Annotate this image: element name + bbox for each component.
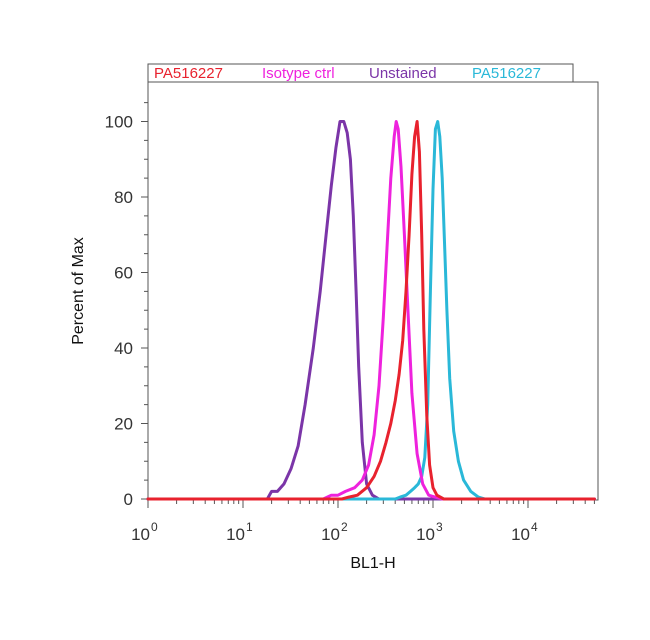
- legend-entry-isotype-ctrl: Isotype ctrl: [262, 65, 335, 82]
- legend-box: [147, 63, 574, 83]
- series-line-2: [146, 120, 596, 501]
- series-line-1: [146, 120, 596, 501]
- x-tick-label: 10: [226, 525, 245, 544]
- x-tick-base: 10: [511, 525, 530, 544]
- x-tick-exponent: 1: [246, 520, 253, 534]
- x-axis-title: BL1-H: [350, 555, 395, 572]
- x-tick-base: 10: [131, 525, 150, 544]
- series-line-3: [146, 120, 596, 501]
- x-tick-label: 10: [511, 525, 530, 544]
- legend-entry-unstained: Unstained: [369, 65, 437, 82]
- series-layer: [146, 120, 596, 501]
- y-tick-label: 60: [114, 264, 133, 283]
- y-tick-label: 100: [105, 113, 133, 132]
- y-tick-label: 80: [114, 188, 133, 207]
- x-tick-label: 10: [321, 525, 340, 544]
- x-tick-base: 10: [321, 525, 340, 544]
- y-axis-title: Percent of Max: [70, 237, 87, 345]
- legend-entry-pa516227-red: PA516227: [154, 65, 223, 82]
- x-tick-base: 10: [226, 525, 245, 544]
- x-tick-label: 10: [131, 525, 150, 544]
- x-tick-exponent: 2: [341, 520, 348, 534]
- x-tick-exponent: 4: [531, 520, 538, 534]
- y-tick-label: 0: [124, 490, 133, 509]
- y-tick-label: 20: [114, 415, 133, 434]
- x-tick-base: 10: [416, 525, 435, 544]
- series-line-0: [146, 120, 596, 501]
- x-tick-exponent: 3: [436, 520, 443, 534]
- legend-entry-pa516227-cyan: PA516227: [472, 65, 541, 82]
- y-axis: 0 20 40 60 80 100: [105, 102, 148, 509]
- x-tick-label: 10: [416, 525, 435, 544]
- x-axis: 10 0 10 1 10 2 10 3 10 4: [131, 500, 595, 544]
- y-tick-label: 40: [114, 339, 133, 358]
- x-tick-exponent: 0: [151, 520, 158, 534]
- legend: PA516227 Isotype ctrl Unstained PA516227: [147, 63, 574, 83]
